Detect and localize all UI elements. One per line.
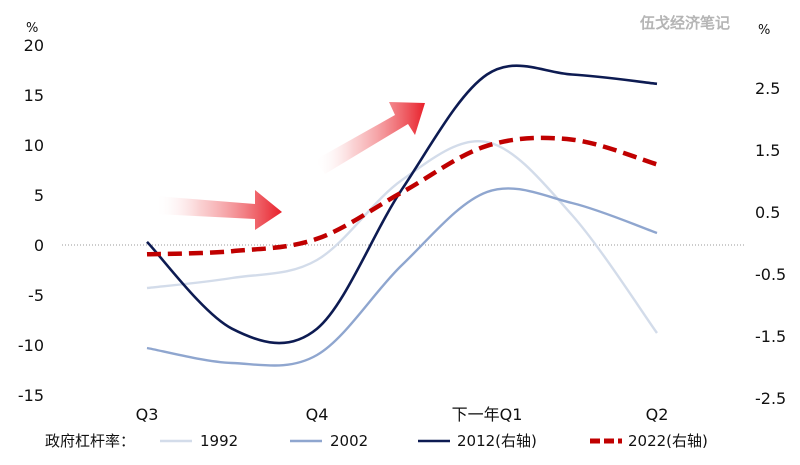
right-axis-ticks: 2.5 1.5 0.5 -0.5 -1.5 -2.5: [755, 79, 786, 408]
series-line-1992: [146, 139, 658, 334]
x-tick-label: Q3: [136, 405, 159, 424]
left-tick-label: 10: [24, 136, 44, 155]
series-line-2012: [146, 64, 658, 345]
left-tick-label: 5: [34, 186, 44, 205]
legend-label: 2012(右轴): [457, 432, 537, 450]
watermark: 伍戈经济笔记: [639, 14, 730, 32]
x-tick-label: Q4: [306, 405, 329, 424]
arrow-lower-left: [155, 190, 282, 230]
x-tick-label: Q2: [646, 405, 669, 424]
legend-label: 2022(右轴): [628, 432, 708, 450]
right-tick-label: -0.5: [755, 265, 786, 284]
series-line-2002: [146, 187, 658, 367]
legend: 政府杠杆率： 1992 2002 2012(右轴) 2022(右轴): [45, 432, 708, 450]
right-axis-unit: %: [758, 23, 770, 38]
legend-label: 2002: [330, 432, 368, 450]
arrow-upper-middle: [315, 102, 425, 174]
right-tick-label: 2.5: [755, 79, 780, 98]
legend-label: 1992: [200, 432, 238, 450]
left-tick-label: 20: [24, 36, 44, 55]
right-tick-label: 1.5: [755, 141, 780, 160]
x-tick-label: 下一年Q1: [452, 405, 523, 424]
left-tick-label: -15: [18, 386, 44, 405]
right-tick-label: -2.5: [755, 389, 786, 408]
x-axis-ticks: Q3 Q4 下一年Q1 Q2: [136, 405, 669, 424]
right-tick-label: 0.5: [755, 203, 780, 222]
left-tick-label: 0: [34, 236, 44, 255]
left-axis-ticks: 20 15 10 5 0 -5 -10 -15: [18, 36, 44, 405]
left-tick-label: -10: [18, 336, 44, 355]
legend-title: 政府杠杆率：: [45, 432, 135, 450]
left-tick-label: -5: [28, 286, 44, 305]
left-tick-label: 15: [24, 86, 44, 105]
series-layer: [146, 64, 658, 367]
series-line-2022: [146, 135, 658, 257]
right-tick-label: -1.5: [755, 327, 786, 346]
left-axis-unit: %: [26, 21, 38, 36]
